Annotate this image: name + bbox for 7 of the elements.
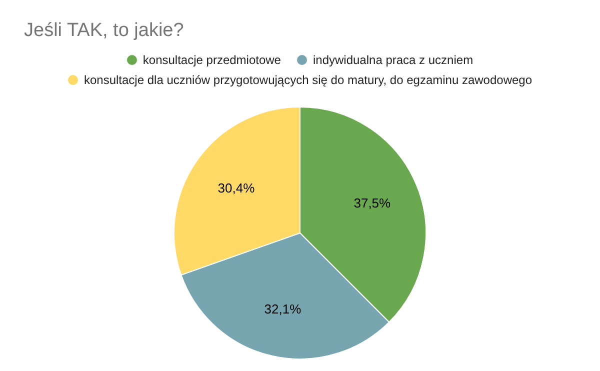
legend-label: indywidualna praca z uczniem — [312, 52, 474, 69]
chart-title: Jeśli TAK, to jakie? — [24, 20, 184, 42]
data-label: 37,5% — [354, 196, 392, 211]
data-label: 32,1% — [264, 302, 302, 317]
legend-label: konsultacje dla uczniów przygotowujących się do matury, do egzaminu zawodowego — [82, 72, 532, 89]
legend-label: konsultacje przedmiotowe — [142, 52, 281, 69]
data-label: 30,4% — [218, 180, 256, 196]
